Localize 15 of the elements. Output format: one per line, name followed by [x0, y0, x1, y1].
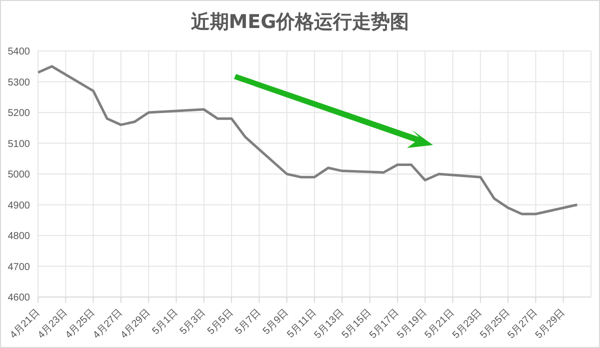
x-tick-label: 5月5日 — [206, 307, 236, 337]
y-tick-label: 4600 — [8, 292, 30, 304]
y-tick-label: 5300 — [8, 77, 30, 88]
line-series — [38, 65, 578, 216]
y-tick-label: 4900 — [8, 200, 30, 212]
x-tick-label: 5月3日 — [178, 307, 208, 337]
y-tick-label: 5200 — [8, 108, 30, 120]
x-tick-label: 5月1日 — [150, 307, 180, 337]
y-tick-label: 5400 — [8, 46, 30, 58]
chart-title: 近期MEG价格运行走势图 — [190, 10, 410, 35]
y-tick-label: 4800 — [8, 231, 30, 242]
y-tick-label: 4700 — [8, 262, 30, 273]
x-tick-label: 5月7日 — [233, 307, 264, 337]
y-tick-label: 5100 — [8, 138, 30, 150]
y-tick-label: 5000 — [8, 170, 30, 181]
